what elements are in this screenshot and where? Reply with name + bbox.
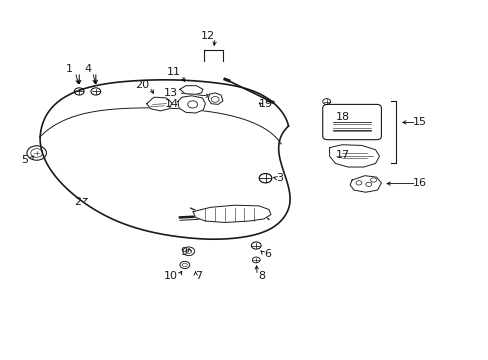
Text: 17: 17 [336, 150, 349, 160]
Text: 15: 15 [412, 117, 426, 127]
Text: 2: 2 [74, 197, 81, 207]
FancyBboxPatch shape [322, 104, 381, 140]
Text: 1: 1 [66, 64, 73, 74]
Polygon shape [178, 96, 205, 113]
Polygon shape [349, 176, 381, 192]
Text: 10: 10 [164, 271, 178, 281]
Text: 12: 12 [201, 31, 215, 41]
Text: 5: 5 [21, 155, 28, 165]
Text: 7: 7 [195, 271, 202, 281]
Text: 19: 19 [259, 99, 272, 109]
Text: 20: 20 [135, 80, 148, 90]
Text: 8: 8 [258, 271, 265, 281]
Polygon shape [208, 93, 223, 104]
Text: 13: 13 [164, 87, 178, 98]
Text: 4: 4 [84, 64, 91, 74]
Polygon shape [329, 145, 379, 167]
Text: 3: 3 [276, 173, 283, 183]
Text: 6: 6 [264, 249, 271, 259]
Polygon shape [146, 97, 172, 111]
Polygon shape [193, 205, 270, 222]
Text: 11: 11 [167, 67, 181, 77]
Text: 16: 16 [412, 178, 426, 188]
Text: 14: 14 [165, 99, 179, 109]
Text: 9: 9 [180, 247, 186, 257]
Text: 18: 18 [336, 112, 349, 122]
Polygon shape [180, 86, 203, 94]
